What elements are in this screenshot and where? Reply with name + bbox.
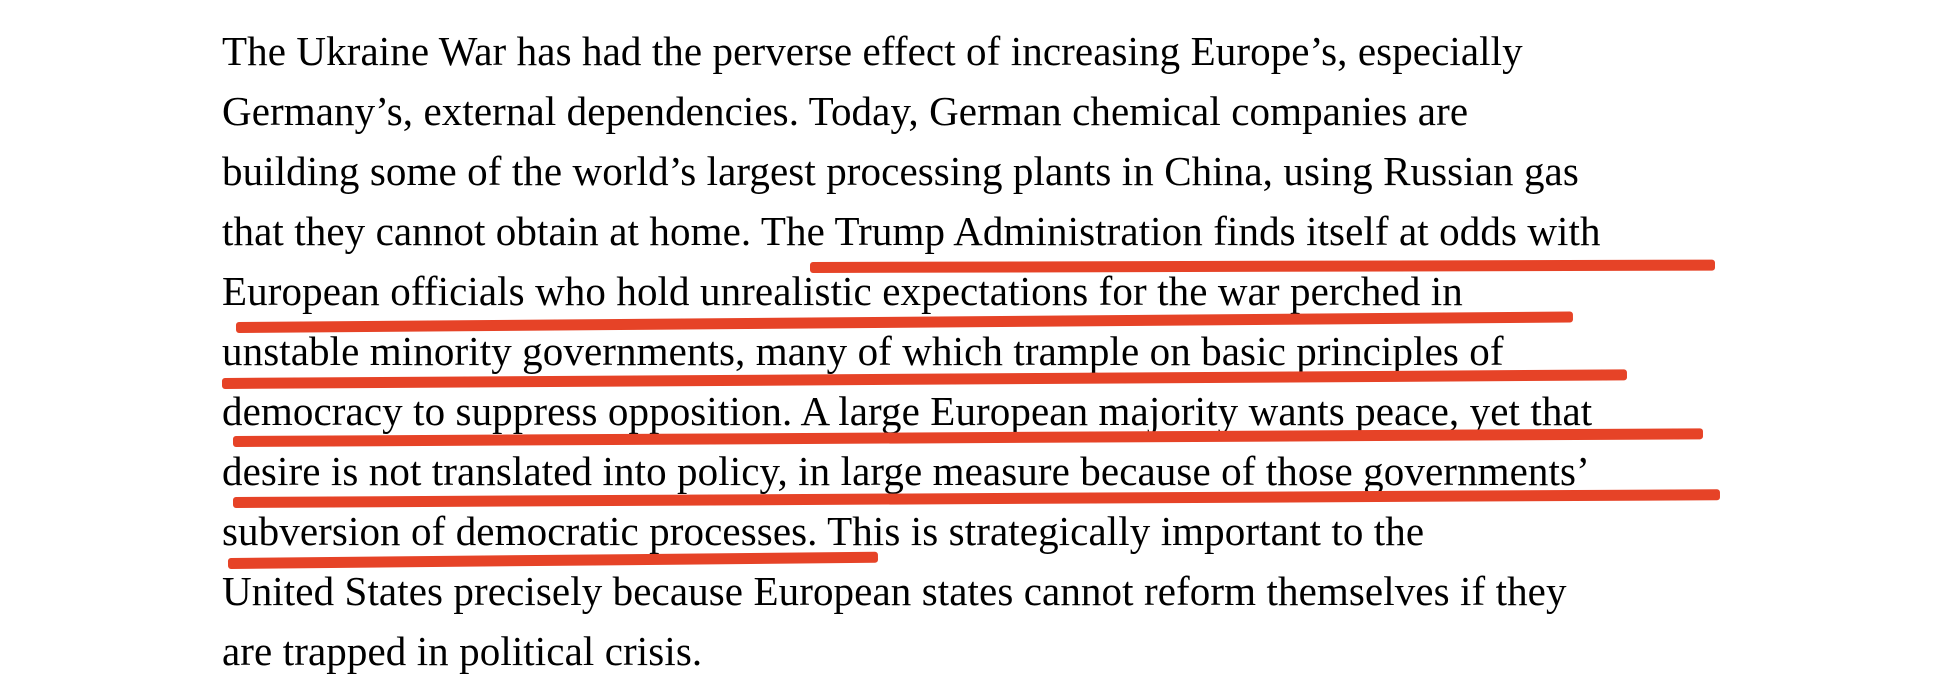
- paragraph-line: are trapped in political crisis.: [222, 628, 703, 674]
- paragraph-line: Germany’s, external dependencies. Today,…: [222, 88, 1469, 134]
- paragraph-line: desire is not translated into policy, in…: [222, 448, 1590, 494]
- paragraph-line: The Ukraine War has had the perverse eff…: [222, 28, 1523, 74]
- paragraph-line: democracy to suppress opposition. A larg…: [222, 388, 1593, 434]
- paragraph-line: unstable minority governments, many of w…: [222, 328, 1504, 374]
- paragraph-line: that they cannot obtain at home. The Tru…: [222, 208, 1601, 254]
- paragraph: The Ukraine War has had the perverse eff…: [222, 21, 1601, 681]
- paragraph-line: European officials who hold unrealistic …: [222, 268, 1463, 314]
- paragraph-line: building some of the world’s largest pro…: [222, 148, 1579, 194]
- paragraph-line: subversion of democratic processes. This…: [222, 508, 1425, 554]
- paragraph-line: United States precisely because European…: [222, 568, 1567, 614]
- red-marker-underline: [809, 259, 1716, 273]
